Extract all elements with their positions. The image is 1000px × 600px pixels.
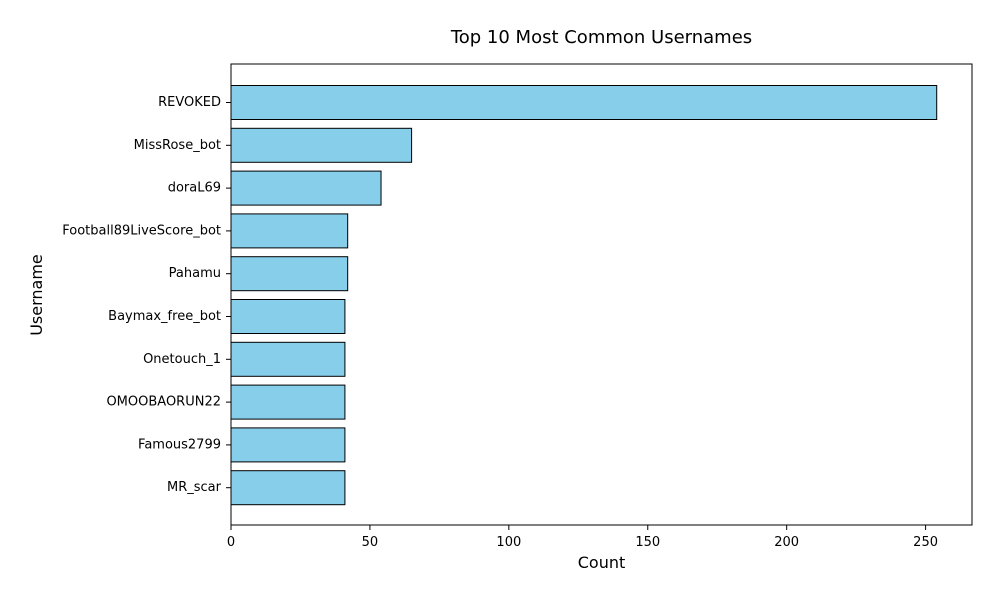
y-tick-label: doraL69: [168, 181, 221, 196]
bar: [230, 427, 346, 463]
x-tick-label: 150: [635, 535, 660, 550]
x-axis-label: Count: [578, 553, 626, 572]
bars-layer: [230, 85, 938, 506]
y-axis-label: Username: [27, 254, 46, 336]
chart-title: Top 10 Most Common Usernames: [450, 27, 752, 48]
y-tick-label: REVOKED: [158, 95, 221, 110]
y-tick-label: Football89LiveScore_bot: [62, 223, 221, 238]
y-axis-ticks: REVOKED MissRose_bot doraL69 Football89Live…: [62, 95, 231, 495]
bar: [230, 299, 346, 334]
x-tick-label: 100: [496, 535, 521, 550]
y-tick-label: Famous2799: [138, 437, 221, 452]
y-tick-label: MR_scar: [167, 480, 222, 495]
x-tick-label: 200: [774, 535, 799, 550]
bar: [230, 213, 349, 249]
bar: [230, 85, 938, 120]
x-axis-ticks: 0 50 100 150 200 250: [227, 525, 938, 550]
bar: [230, 341, 346, 377]
y-tick-label: Baymax_free_bot: [108, 309, 221, 324]
bar: [230, 256, 349, 292]
y-tick-label: OMOOBAORUN22: [106, 395, 221, 410]
y-tick-label: Pahamu: [169, 266, 221, 281]
bar: [230, 470, 346, 506]
y-tick-label: Onetouch_1: [143, 352, 221, 367]
plot-area-frame: [230, 63, 973, 526]
y-tick-label: MissRose_bot: [134, 138, 221, 153]
bar: [230, 384, 346, 420]
x-tick-label: 250: [913, 535, 938, 550]
x-tick-label: 50: [362, 535, 379, 550]
bar: [230, 127, 413, 163]
bar: [230, 170, 382, 206]
x-tick-label: 0: [227, 535, 235, 550]
